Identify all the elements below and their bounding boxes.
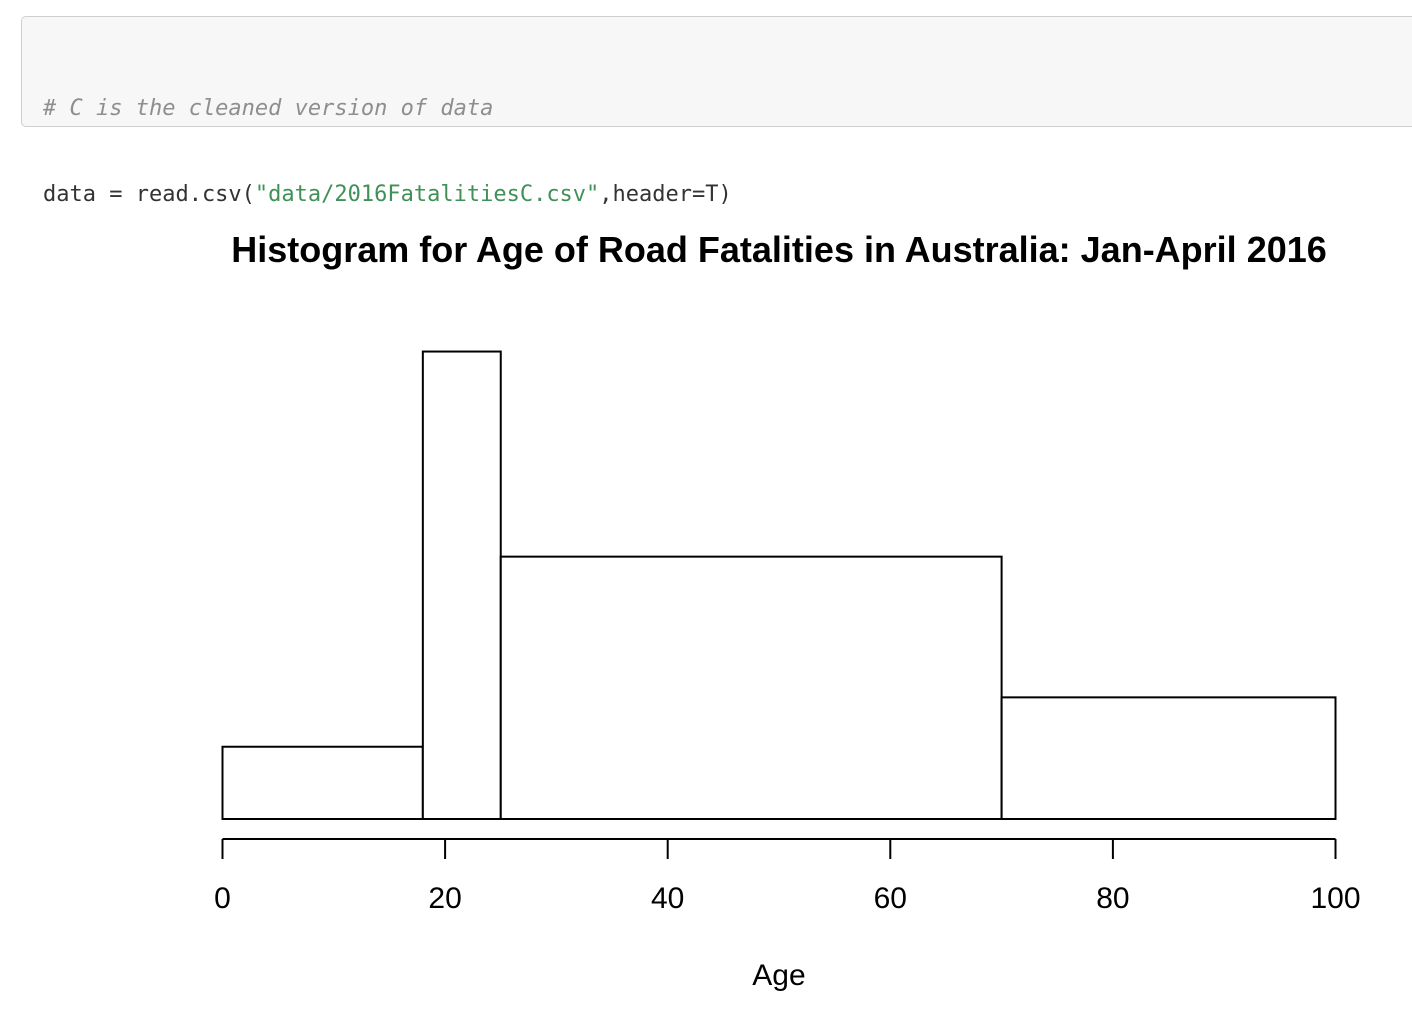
histogram-bars [221, 350, 1337, 820]
x-tick-label: 20 [428, 882, 461, 915]
x-tick-label: 60 [874, 882, 907, 915]
code-call: data = read.csv( [43, 182, 255, 207]
x-axis: 0 20 40 60 80 100 [214, 838, 1361, 915]
code-call-args: ,header=T) [599, 182, 732, 207]
code-statement-line: data = read.csv("data/2016FatalitiesC.cs… [43, 177, 1412, 213]
histogram-bar [421, 350, 502, 820]
x-tick-label: 100 [1310, 882, 1360, 915]
code-comment: # C is the cleaned version of data [43, 96, 494, 121]
x-tick-label: 40 [651, 882, 684, 915]
histogram-bar [1000, 696, 1337, 820]
histogram-chart: Histogram for Age of Road Fatalities in … [214, 229, 1361, 992]
code-comment-line: # C is the cleaned version of data [43, 91, 1412, 127]
chart-title: Histogram for Age of Road Fatalities in … [231, 229, 1327, 270]
code-string-literal: "data/2016FatalitiesC.csv" [254, 182, 600, 207]
code-block: # C is the cleaned version of data data … [21, 16, 1412, 207]
x-tick-label: 80 [1096, 882, 1129, 915]
histogram-bar [221, 745, 424, 820]
x-tick-label: 0 [214, 882, 231, 915]
x-axis-label: Age [752, 959, 805, 992]
histogram-bar [499, 555, 1003, 820]
